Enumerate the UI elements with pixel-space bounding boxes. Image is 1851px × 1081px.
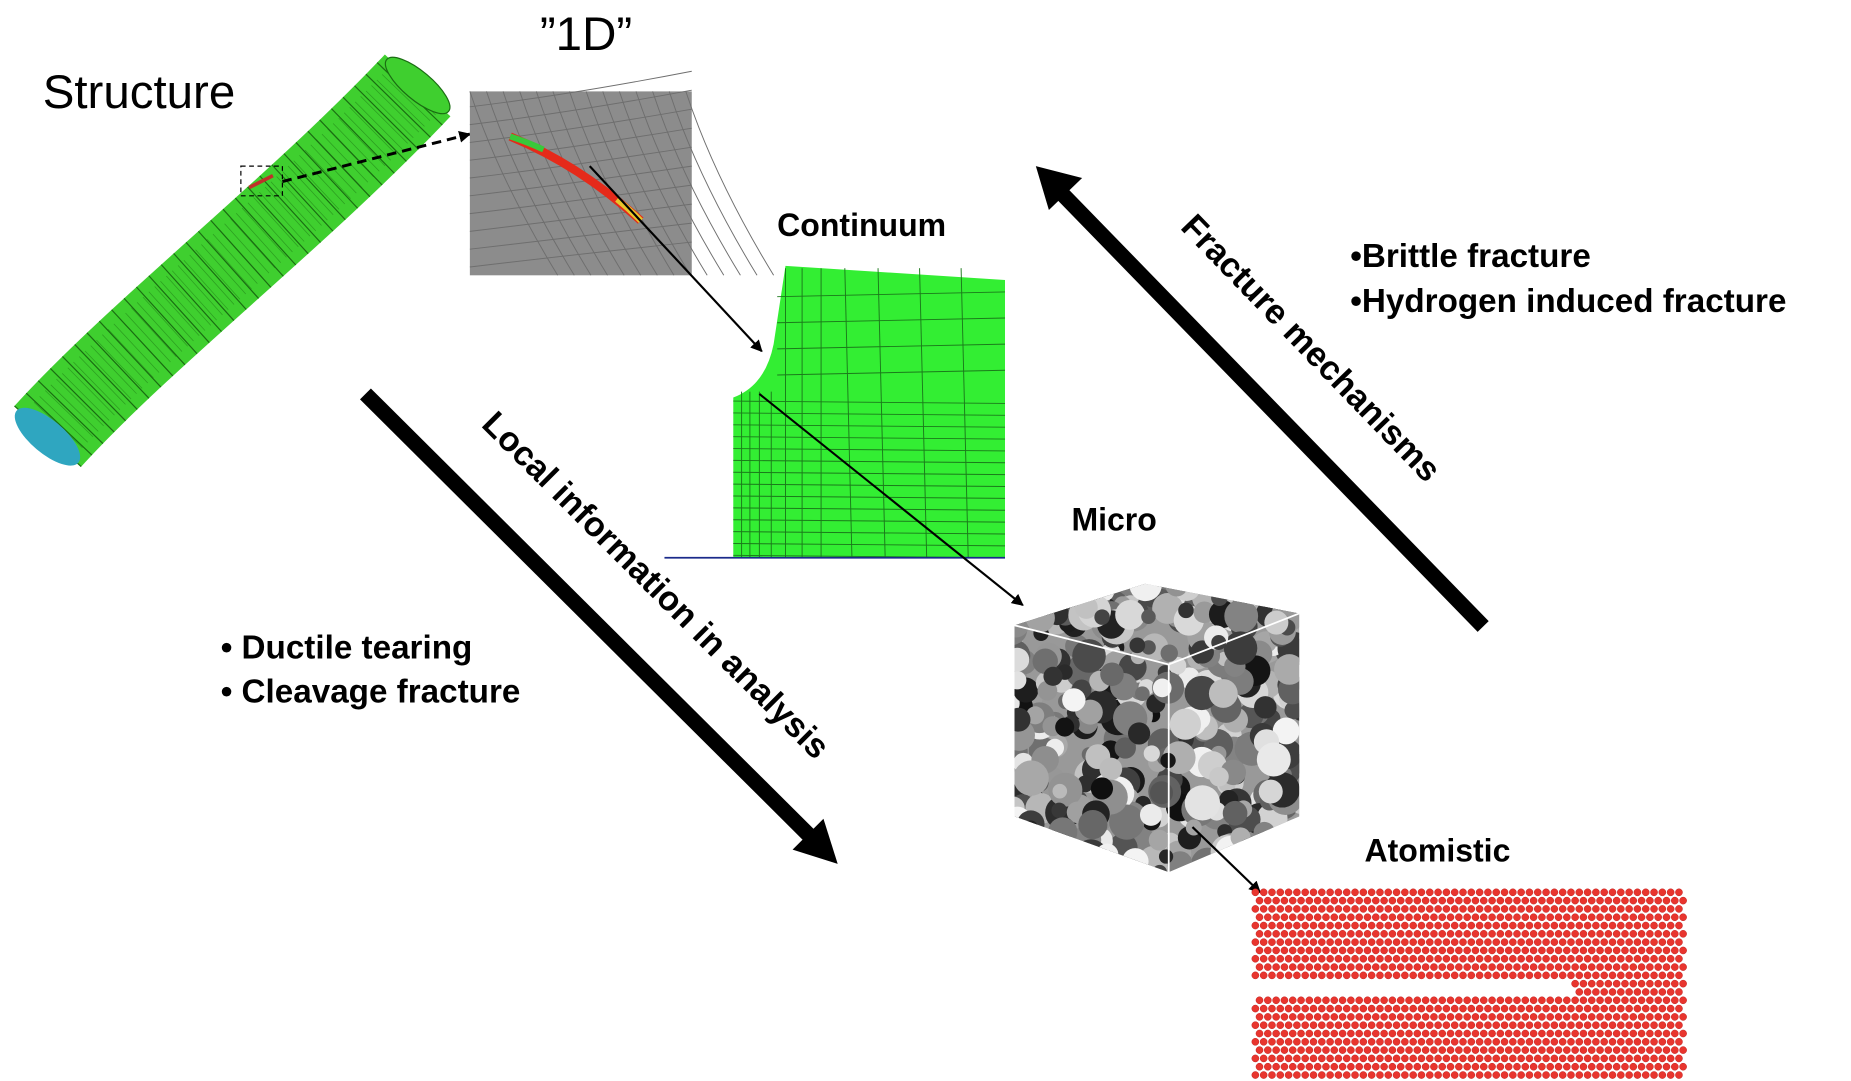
continuum-label: Continuum <box>777 207 946 243</box>
list-item: •Hydrogen induced fracture <box>1350 283 1786 320</box>
micro-cube <box>992 564 1318 884</box>
list-item: •Brittle fracture <box>1350 238 1591 275</box>
list-item: • Cleavage fracture <box>221 673 521 710</box>
one-d-label: ”1D” <box>540 8 632 61</box>
micro-label: Micro <box>1071 501 1156 537</box>
diagram: Structure ”1D” Continuum Micro Atomistic… <box>0 0 1851 1081</box>
atomistic-label: Atomistic <box>1365 832 1511 868</box>
continuum-mesh <box>664 266 1005 558</box>
atomistic-lattice <box>1252 889 1687 1079</box>
one-d-panel <box>470 71 774 275</box>
list-item: • Ductile tearing <box>221 630 473 667</box>
structure-label: Structure <box>43 66 236 119</box>
